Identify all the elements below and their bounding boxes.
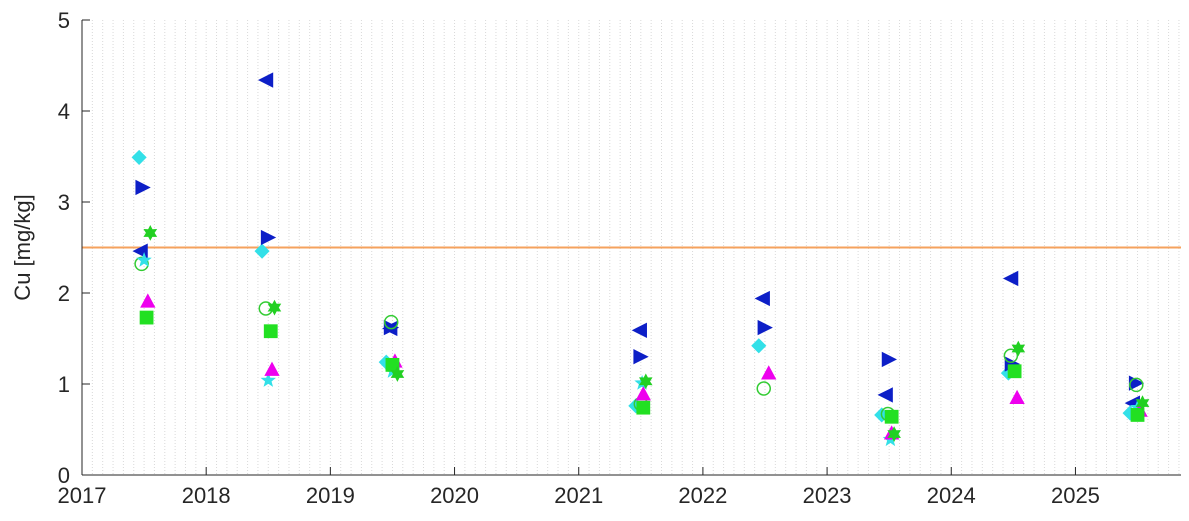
circle-marker [134, 256, 149, 272]
triangle-up-marker [635, 386, 651, 401]
triangle-right-marker [881, 351, 898, 368]
triangle-left-marker [754, 290, 770, 307]
triangle-up-marker [140, 293, 156, 308]
circle-marker [1129, 377, 1144, 393]
x-tick-label: 2023 [803, 483, 852, 508]
x-tick-label: 2017 [58, 483, 107, 508]
triangle-up-marker [1009, 389, 1025, 405]
y-tick-label: 0 [58, 463, 70, 488]
hexagram-marker [1135, 395, 1150, 411]
x-tick-label: 2021 [554, 483, 603, 508]
square-marker [1130, 408, 1145, 422]
x-tick-label: 2025 [1051, 483, 1100, 508]
y-tick-label: 2 [58, 281, 70, 306]
circle-marker [756, 381, 772, 396]
square-marker [263, 324, 278, 339]
square-marker [884, 409, 899, 424]
y-tick-label: 4 [58, 99, 70, 124]
triangle-right-marker [757, 319, 773, 336]
diamond-marker [751, 338, 767, 354]
triangle-left-marker [877, 387, 893, 403]
y-tick-label: 1 [58, 372, 70, 397]
triangle-up-marker [761, 365, 777, 380]
y-tick-label: 5 [58, 8, 70, 33]
triangle-left-marker [257, 72, 274, 88]
axes [81, 19, 1181, 476]
hexagram-marker [143, 225, 158, 241]
triangle-right-marker [135, 179, 151, 196]
y-axis-label: Cu [mg/kg] [10, 194, 35, 300]
diamond-marker [254, 243, 270, 259]
x-tick-label: 2024 [927, 483, 976, 508]
x-tick-label: 2019 [306, 483, 355, 508]
triangle-up-marker [264, 361, 280, 376]
circle-marker [1003, 348, 1019, 364]
triangle-left-marker [631, 322, 647, 338]
y-tick-label: 3 [58, 190, 70, 215]
triangle-right-marker [260, 229, 277, 246]
diamond-marker [131, 149, 147, 165]
hexagram-marker [1011, 340, 1026, 357]
star-marker [136, 252, 152, 267]
triangle-right-marker [383, 319, 400, 336]
square-marker [1007, 364, 1022, 379]
star-marker [260, 372, 276, 387]
tick-labels: 2017 2018 2019 2020 2021 2022 2023 2024 2025 0 1 2 3… [58, 8, 1100, 508]
hexagram-marker [638, 373, 653, 390]
grid-lines [91, 20, 1180, 475]
x-tick-label: 2022 [678, 483, 727, 508]
hexagram-marker [390, 366, 405, 382]
data-markers [131, 72, 1150, 447]
hexagram-marker [887, 426, 901, 442]
circle-marker [383, 314, 399, 330]
triangle-right-marker [633, 349, 649, 365]
square-marker [139, 310, 154, 325]
x-tick-label: 2018 [182, 483, 231, 508]
triangle-left-marker [1002, 270, 1019, 287]
x-tick-label: 2020 [430, 483, 479, 508]
hexagram-marker [267, 299, 282, 316]
square-marker [636, 400, 651, 415]
